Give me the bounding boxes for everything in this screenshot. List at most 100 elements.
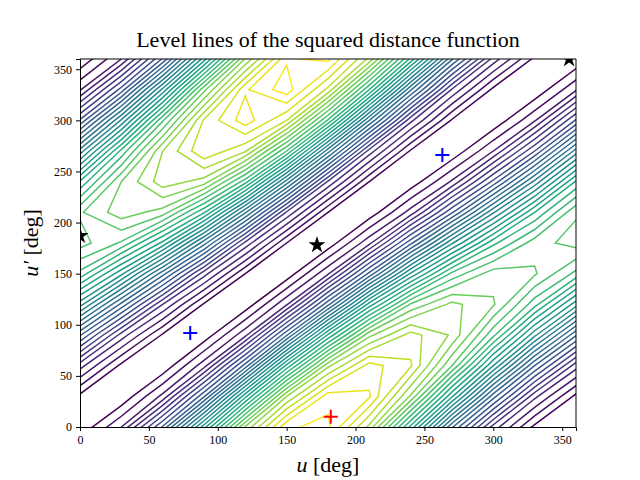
tick-label: 100 (54, 318, 72, 332)
marker-series (80, 59, 576, 252)
axis-line (81, 428, 577, 432)
plus-marker (183, 326, 197, 340)
tick-label: 300 (54, 114, 72, 128)
level-line (80, 59, 576, 427)
level-line (80, 59, 576, 427)
y-axis-title: u′ [deg] (18, 209, 43, 277)
level-line (80, 59, 576, 427)
marker-series (183, 148, 449, 340)
marker-series (324, 410, 338, 424)
tick: 250 (416, 427, 434, 447)
tick: 300 (485, 427, 503, 447)
tick-mark (76, 69, 80, 70)
level-line (177, 59, 422, 427)
tick: 100 (54, 318, 80, 332)
level-line (80, 59, 576, 427)
level-line (108, 59, 495, 427)
level-line (273, 59, 331, 427)
x-axis-title: u [deg] (297, 452, 360, 477)
tick-label: 100 (209, 433, 227, 447)
level-line (80, 59, 576, 427)
tick-mark (424, 427, 425, 431)
tick-label: 350 (554, 433, 572, 447)
tick-label: 250 (54, 165, 72, 179)
tick-mark (287, 427, 288, 431)
star-marker (561, 59, 576, 66)
chart: 0 50 100 150 200 250 300 350 0 50 100 150 200 250 300 3… (0, 0, 640, 480)
tick: 50 (143, 427, 155, 447)
tick-mark (76, 223, 80, 224)
tick: 50 (60, 369, 80, 383)
tick-label: 300 (485, 433, 503, 447)
tick-mark (76, 376, 80, 377)
tick-label: 150 (54, 267, 72, 281)
x-axis: 0 50 100 150 200 250 300 350 (78, 427, 577, 447)
tick: 300 (54, 114, 80, 128)
level-line (80, 59, 576, 427)
level-line (80, 59, 576, 427)
chart-title: Level lines of the squared distance func… (136, 27, 520, 52)
tick-mark (493, 427, 494, 431)
level-line (80, 59, 576, 427)
y-axis: 0 50 100 150 200 250 300 350 (54, 60, 81, 435)
level-line (80, 59, 576, 427)
star-marker (80, 227, 89, 243)
tick: 200 (54, 216, 80, 230)
tick-label: 250 (416, 433, 434, 447)
tick-label: 200 (54, 216, 72, 230)
plus-marker (435, 148, 449, 162)
level-line (219, 59, 384, 427)
tick: 350 (554, 427, 572, 447)
tick: 350 (54, 63, 80, 77)
tick-label: 50 (143, 433, 155, 447)
tick: 0 (66, 420, 80, 434)
tick-mark (76, 274, 80, 275)
level-line (80, 59, 576, 427)
tick-label: 350 (54, 63, 72, 77)
plot-marks (80, 59, 576, 427)
tick: 150 (278, 427, 296, 447)
frame-right (576, 59, 577, 427)
tick: 200 (347, 427, 365, 447)
plus-marker (324, 410, 338, 424)
level-line (153, 59, 448, 427)
tick-mark (149, 427, 150, 431)
tick-label: 0 (66, 420, 72, 434)
level-line (80, 59, 576, 427)
tick-mark (76, 171, 80, 172)
level-line (80, 59, 576, 427)
tick: 150 (54, 267, 80, 281)
level-line (80, 59, 576, 427)
level-line (80, 59, 576, 427)
tick-mark (218, 427, 219, 431)
level-line (80, 59, 576, 427)
level-line (80, 59, 576, 427)
frame-top (80, 59, 576, 60)
tick: 250 (54, 165, 80, 179)
tick-mark (76, 427, 80, 428)
tick-mark (356, 427, 357, 431)
contours (80, 59, 576, 427)
level-line (80, 59, 576, 427)
tick-mark (562, 427, 563, 431)
star-marker (308, 236, 325, 252)
level-line (236, 59, 371, 427)
axis-line (76, 60, 81, 428)
level-line (80, 59, 576, 427)
level-line (80, 59, 576, 427)
tick-mark (76, 325, 80, 326)
level-line (80, 59, 576, 427)
tick-label: 50 (60, 369, 72, 383)
level-line (80, 59, 576, 427)
level-line (192, 59, 412, 427)
tick-label: 0 (78, 433, 84, 447)
tick: 0 (78, 427, 84, 447)
level-line (80, 59, 576, 427)
tick: 100 (209, 427, 227, 447)
level-line (137, 59, 462, 427)
tick-label: 200 (347, 433, 365, 447)
level-line (80, 59, 576, 427)
tick-mark (76, 120, 80, 121)
tick-label: 150 (278, 433, 296, 447)
level-line (80, 59, 576, 427)
